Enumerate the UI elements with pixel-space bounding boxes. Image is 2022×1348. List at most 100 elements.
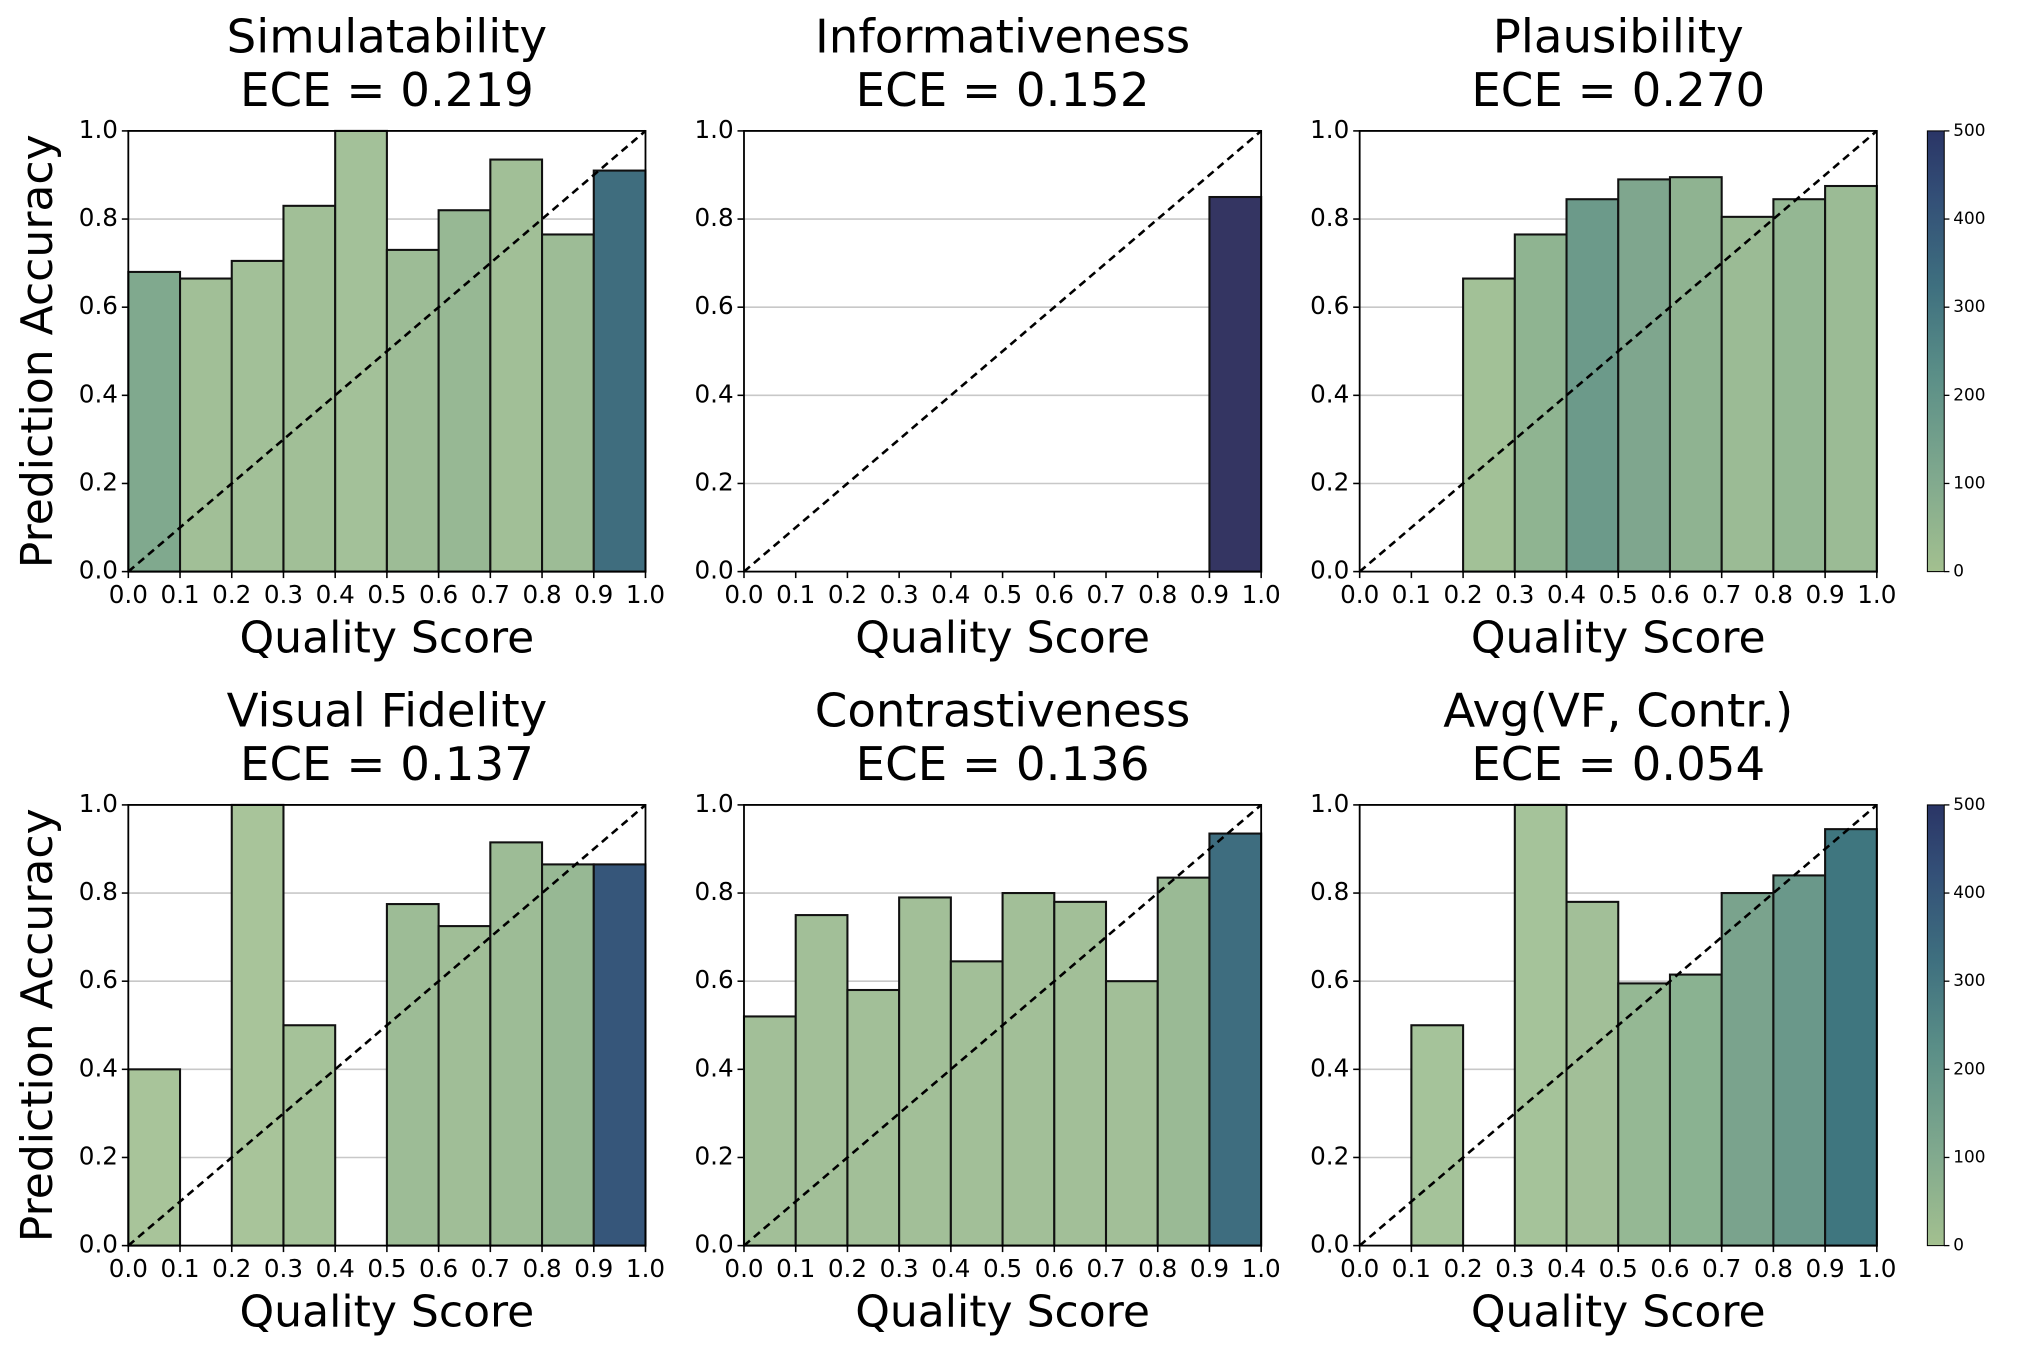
x-tick-label: 0.5: [983, 1254, 1022, 1283]
x-tick-label: 0.8: [1138, 1254, 1177, 1283]
y-tick-label: 0.2: [1310, 467, 1349, 496]
y-tick-label: 0.0: [79, 556, 118, 585]
y-tick-label: 1.0: [694, 789, 733, 818]
diagonal: [127, 129, 647, 573]
x-tick-label: 1.0: [1857, 1254, 1896, 1283]
colorbar-tick-label: 0: [1953, 561, 1964, 581]
x-tick-label: 0.0: [109, 580, 148, 609]
colorbar-tick-label: 200: [1953, 1058, 1985, 1078]
y-tick-label: 0.8: [694, 877, 733, 906]
x-tick-label: 0.8: [522, 1254, 561, 1283]
bar: [230, 259, 285, 573]
bar: [334, 129, 388, 573]
bar: [1772, 198, 1827, 573]
bar: [898, 896, 952, 1247]
y-tick-label: 0.2: [694, 1141, 733, 1170]
bar: [282, 204, 337, 573]
bar: [1208, 195, 1263, 573]
colorbar-tick-label: 300: [1953, 296, 1985, 316]
x-tick-label: 0.2: [828, 580, 867, 609]
y-tick-label: 0.6: [1310, 291, 1349, 320]
y-tick-label: 0.6: [694, 291, 733, 320]
bar: [1668, 973, 1723, 1247]
x-tick-label: 1.0: [1242, 580, 1281, 609]
x-tick-label: 0.2: [212, 580, 251, 609]
y-tick-label: 0.8: [1310, 203, 1349, 232]
y-tick-label: 0.2: [694, 467, 733, 496]
colorbar-tick-label: 400: [1953, 882, 1985, 902]
bar: [1104, 980, 1159, 1247]
bar: [794, 914, 849, 1247]
x-tick-label: 0.9: [1190, 1254, 1229, 1283]
chart-subtitle: ECE = 0.219: [240, 64, 534, 118]
x-tick-label: 1.0: [626, 580, 665, 609]
x-tick-label: 0.1: [160, 1254, 199, 1283]
y-tick-label: 1.0: [1310, 115, 1349, 144]
x-tick-label: 0.6: [419, 580, 458, 609]
x-tick-label: 0.3: [880, 580, 919, 609]
x-tick-label: 0.9: [1190, 580, 1229, 609]
y-tick-label: 0.8: [79, 203, 118, 232]
chart-subtitle: ECE = 0.136: [856, 738, 1150, 792]
chart-subtitle: ECE = 0.054: [1471, 738, 1765, 792]
x-tick-label: 0.1: [776, 580, 815, 609]
y-tick-label: 0.2: [1310, 1141, 1349, 1170]
x-tick-label: 0.3: [1495, 580, 1534, 609]
y-tick-label: 1.0: [79, 789, 118, 818]
chart-title: Contrastiveness: [815, 685, 1191, 739]
plot-frame: [1358, 130, 1878, 573]
colorbar-tick-label: 300: [1953, 970, 1985, 990]
plot-frame: [743, 130, 1263, 573]
bar: [282, 1024, 337, 1247]
x-tick-label: 0.6: [1035, 580, 1074, 609]
y-tick-label: 0.0: [1310, 556, 1349, 585]
x-tick-label: 0.3: [1495, 1254, 1534, 1283]
x-tick-label: 0.2: [1444, 1254, 1483, 1283]
bar: [1565, 198, 1620, 573]
bar: [949, 960, 1004, 1247]
chart-title: Avg(VF, Contr.): [1443, 685, 1793, 739]
y-tick-label: 0.8: [694, 203, 733, 232]
x-tick-label: 0.9: [574, 580, 613, 609]
x-axis-label: Quality Score: [855, 612, 1150, 663]
diagonal: [743, 803, 1262, 1247]
bar: [1668, 176, 1723, 573]
y-tick-label: 0.0: [694, 1230, 733, 1259]
bar: [1156, 876, 1211, 1247]
bar: [489, 158, 544, 573]
diagonal: [127, 803, 647, 1247]
x-axis-label: Quality Score: [240, 612, 535, 663]
x-tick-label: 0.0: [724, 1254, 763, 1283]
x-tick-label: 0.5: [367, 1254, 406, 1283]
bar: [1617, 982, 1672, 1247]
chart-subtitle: ECE = 0.152: [856, 64, 1150, 118]
bar: [846, 988, 901, 1247]
y-tick-label: 0.0: [1310, 1230, 1349, 1259]
bar: [1001, 892, 1056, 1247]
x-tick-label: 0.5: [367, 580, 406, 609]
bar: [541, 233, 595, 573]
diagonal: [1358, 803, 1878, 1247]
x-tick-label: 0.3: [880, 1254, 919, 1283]
x-tick-label: 0.0: [1340, 580, 1379, 609]
y-tick-label: 0.4: [79, 379, 118, 408]
colorbar-tick-label: 100: [1953, 472, 1985, 492]
y-tick-label: 0.0: [694, 556, 733, 585]
x-tick-label: 0.9: [1806, 580, 1845, 609]
bar: [385, 903, 440, 1247]
bar: [592, 169, 647, 573]
bar: [178, 277, 233, 573]
y-tick-label: 0.2: [79, 467, 118, 496]
x-tick-label: 0.0: [724, 580, 763, 609]
x-tick-label: 0.1: [1392, 580, 1431, 609]
y-tick-label: 0.6: [79, 291, 118, 320]
x-tick-label: 0.0: [109, 1254, 148, 1283]
x-tick-label: 0.4: [931, 580, 970, 609]
chart-title: Informativeness: [815, 11, 1190, 65]
x-tick-label: 0.8: [1138, 580, 1177, 609]
bar: [1617, 178, 1672, 573]
y-axis-label: Prediction Accuracy: [12, 808, 63, 1242]
diagonal: [743, 129, 1262, 573]
bar: [1208, 832, 1263, 1247]
